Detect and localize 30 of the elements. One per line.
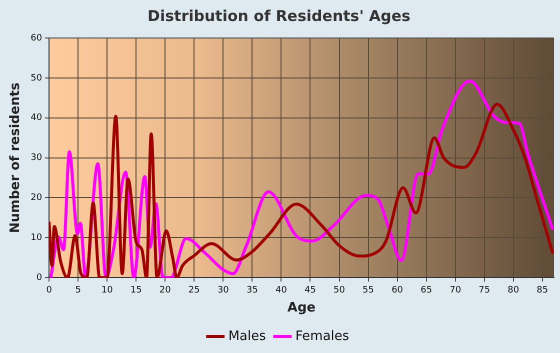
legend-label: Males [228, 328, 266, 344]
x-tick-label: 10 [101, 285, 114, 296]
x-tick-label: 50 [334, 285, 346, 296]
y-tick-label: 40 [30, 113, 42, 124]
x-tick-label: 85 [536, 285, 548, 296]
x-tick-label: 45 [304, 285, 316, 296]
x-tick-label: 5 [75, 285, 81, 296]
x-tick-label: 55 [362, 285, 374, 296]
x-tick-label: 30 [217, 285, 230, 296]
legend-label: Females [295, 328, 350, 344]
x-tick-label: 70 [450, 285, 462, 296]
y-tick-label: 30 [30, 153, 42, 164]
x-tick-label: 80 [508, 285, 520, 296]
y-tick-label: 20 [30, 193, 42, 204]
x-tick-label: 25 [188, 285, 200, 296]
y-tick-label: 50 [30, 73, 42, 84]
x-tick-label: 40 [275, 285, 288, 296]
x-tick-label: 60 [392, 285, 404, 296]
x-axis-title: Age [287, 300, 316, 316]
x-tick-label: 20 [159, 285, 172, 296]
chart-title: Distribution of Residents' Ages [148, 6, 411, 25]
y-axis-title: Number of residents [8, 82, 24, 234]
x-tick-label: 0 [46, 285, 52, 296]
x-tick-label: 65 [420, 285, 432, 296]
y-tick-label: 10 [30, 233, 42, 244]
x-tick-label: 35 [246, 285, 258, 296]
x-tick-label: 75 [478, 285, 490, 296]
x-tick-label: 15 [130, 285, 142, 296]
y-tick-label: 0 [36, 272, 42, 283]
y-tick-label: 60 [30, 33, 42, 44]
